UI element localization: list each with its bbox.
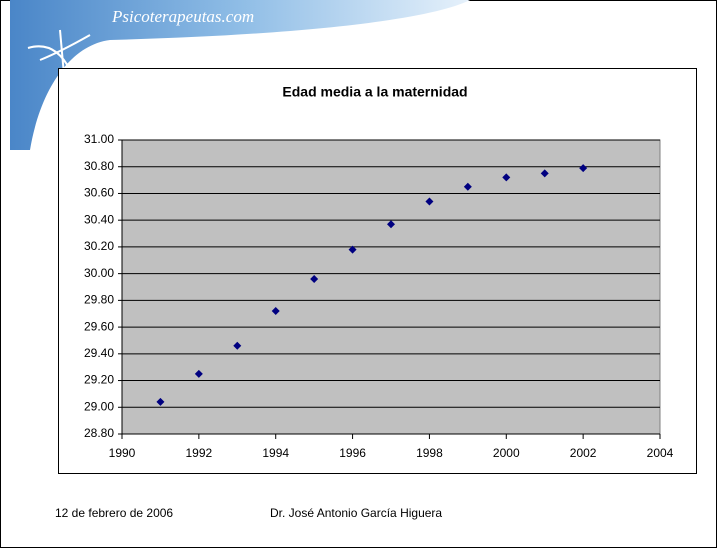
data-point [233,341,242,350]
data-point [310,274,319,283]
logo-icon [27,29,91,76]
x-tick-label: 1998 [416,446,443,460]
y-tick-label: 29.80 [84,293,114,307]
header-swoosh [10,0,470,150]
footer-date: 12 de febrero de 2006 [55,506,173,520]
chart-title: Edad media a la maternidad [282,84,467,100]
x-tick-label: 1992 [186,446,213,460]
y-tick-label: 30.80 [84,159,114,173]
x-tick-label: 1990 [109,446,136,460]
y-tick-label: 30.40 [84,212,114,226]
y-tick-label: 30.60 [84,186,114,200]
x-tick-label: 1996 [339,446,366,460]
y-tick-label: 28.80 [84,426,114,440]
plot: 28.80 29.00 29.20 29.40 29.60 29.80 30.00 30.20… [84,132,674,460]
data-point [156,397,165,406]
data-point [194,369,203,378]
footer-author: Dr. José Antonio García Higuera [270,506,442,520]
data-point [502,173,511,182]
data-point [271,307,280,316]
data-point [348,245,357,254]
x-tick-label: 2004 [647,446,674,460]
plot-background [121,139,661,435]
y-tick-label: 29.20 [84,373,114,387]
y-tick-label: 29.60 [84,319,114,333]
logo-text: Psicoterapeutas.com [111,7,254,26]
data-point [579,164,588,173]
data-point [540,169,549,178]
x-tick-label: 2000 [493,446,520,460]
data-point [425,197,434,206]
y-tick-label: 30.00 [84,266,114,280]
data-point [463,182,472,191]
y-tick-label: 31.00 [84,132,114,146]
x-tick-label: 2002 [570,446,597,460]
y-tick-label: 29.00 [84,399,114,413]
x-tick-label: 1994 [262,446,289,460]
data-point [387,220,395,229]
y-tick-label: 29.40 [84,346,114,360]
y-tick-label: 30.20 [84,239,114,253]
